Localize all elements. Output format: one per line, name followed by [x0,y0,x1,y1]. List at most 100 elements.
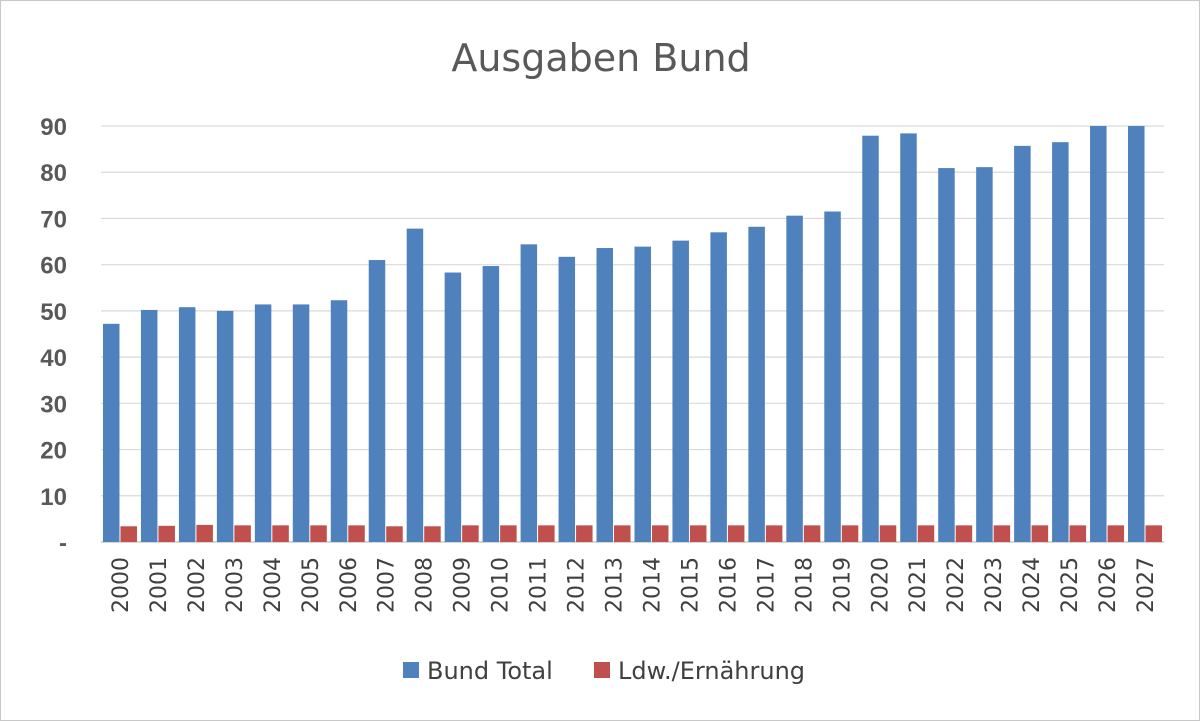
bar-bund-total [710,232,727,543]
bar-bund-total [1090,126,1107,542]
bar-bund-total [292,304,310,542]
x-tick-label: 2005 [299,557,324,613]
bar-ldw-ernaehrung [462,525,479,542]
x-tick-label: 2009 [451,557,476,613]
bar-bund-total [596,248,614,542]
bar-bund-total [1128,126,1145,542]
bar-bund-total [976,167,993,543]
bar-bund-total [520,244,538,542]
y-tick-label: 30 [40,391,67,418]
y-tick-label: 80 [40,160,67,187]
y-tick-label: 20 [40,438,67,465]
y-tick-label: 70 [40,206,67,233]
x-tick-label: 2026 [1096,557,1121,613]
bar-ldw-ernaehrung [841,525,859,542]
bar-ldw-ernaehrung [158,525,175,542]
bar-ldw-ernaehrung [1069,525,1087,542]
bar-bund-total [216,310,234,542]
bar-bund-total [672,240,689,542]
x-tick-label: 2025 [1058,557,1083,613]
bar-ldw-ernaehrung [538,525,555,542]
x-tick-label: 2021 [906,557,931,613]
y-tick-label: - [59,530,67,557]
x-tick-label: 2003 [223,557,248,613]
bar-ldw-ernaehrung [500,525,517,542]
bar-ldw-ernaehrung [917,525,935,542]
bar-bund-total [862,135,879,542]
bar-bund-total [1052,142,1069,542]
x-tick-label: 2011 [527,557,552,613]
bar-bund-total [406,228,424,542]
bar-bund-total [102,323,120,542]
x-tick-label: 2002 [185,557,210,613]
bar-ldw-ernaehrung [955,525,973,542]
x-tick-label: 2013 [603,557,628,613]
x-tick-label: 2014 [640,557,665,613]
x-tick-label: 2018 [792,557,817,613]
bar-ldw-ernaehrung [234,525,251,542]
bar-bund-total [634,246,651,542]
x-tick-label: 2010 [489,557,514,613]
bar-bund-total [824,211,841,542]
x-tick-label: 2015 [678,557,703,613]
y-tick-label: 10 [40,484,67,511]
x-tick-label: 2008 [413,557,438,613]
legend-swatch [594,662,610,678]
legend-item-bund-total: Bund Total [403,657,553,685]
bar-bund-total [368,260,386,542]
bar-bund-total [558,256,576,542]
bar-ldw-ernaehrung [879,525,897,542]
bar-bund-total [786,215,803,542]
x-axis-ticks: 2000 2001 2002 2003 2004 2005 2006 2007 2008 2009… [109,557,1159,613]
bar-bund-total [178,307,196,542]
bar-bund-total [1014,145,1031,542]
bar-bund-total [254,304,272,542]
y-tick-label: 90 [40,114,67,141]
bars [102,126,1163,543]
x-tick-label: 2022 [944,557,969,613]
bar-ldw-ernaehrung [310,525,327,542]
bar-ldw-ernaehrung [1145,525,1163,542]
chart-title: Ausgaben Bund [451,36,750,80]
x-tick-label: 2019 [830,557,855,613]
bar-bund-total [900,133,917,542]
x-tick-label: 2024 [1020,557,1045,613]
bar-ldw-ernaehrung [803,525,821,542]
bar-ldw-ernaehrung [272,525,289,542]
x-tick-label: 2016 [716,557,741,613]
bar-ldw-ernaehrung [689,525,707,542]
bar-ldw-ernaehrung [651,525,669,542]
bar-ldw-ernaehrung [614,525,631,542]
x-tick-label: 2020 [868,557,893,613]
x-tick-label: 2004 [261,557,286,613]
bar-ldw-ernaehrung [1107,525,1125,542]
legend-label: Ldw./Ernährung [618,657,805,685]
y-tick-label: 50 [40,299,67,326]
bar-ldw-ernaehrung [1031,525,1049,542]
x-tick-label: 2027 [1134,557,1159,613]
bar-bund-total [140,309,158,542]
bar-ldw-ernaehrung [196,524,213,542]
legend-item-ldw-ernaehrung: Ldw./Ernährung [594,657,805,685]
bar-ldw-ernaehrung [120,526,137,542]
x-tick-label: 2017 [754,557,779,613]
bar-ldw-ernaehrung [424,526,441,542]
x-tick-label: 2000 [109,557,134,613]
x-tick-label: 2001 [147,557,172,613]
legend: Bund Total Ldw./Ernährung [403,657,805,685]
bar-ldw-ernaehrung [993,525,1011,542]
bar-bund-total [444,272,462,542]
y-tick-label: 40 [40,345,67,372]
bar-ldw-ernaehrung [765,525,783,542]
bar-bund-total [330,300,348,542]
bar-ldw-ernaehrung [576,525,593,542]
legend-label: Bund Total [427,657,553,685]
bar-ldw-ernaehrung [386,526,403,542]
x-tick-label: 2012 [565,557,590,613]
x-tick-label: 2007 [375,557,400,613]
y-tick-label: 60 [40,253,67,280]
bar-ldw-ernaehrung [727,525,745,542]
legend-swatch [403,662,419,678]
